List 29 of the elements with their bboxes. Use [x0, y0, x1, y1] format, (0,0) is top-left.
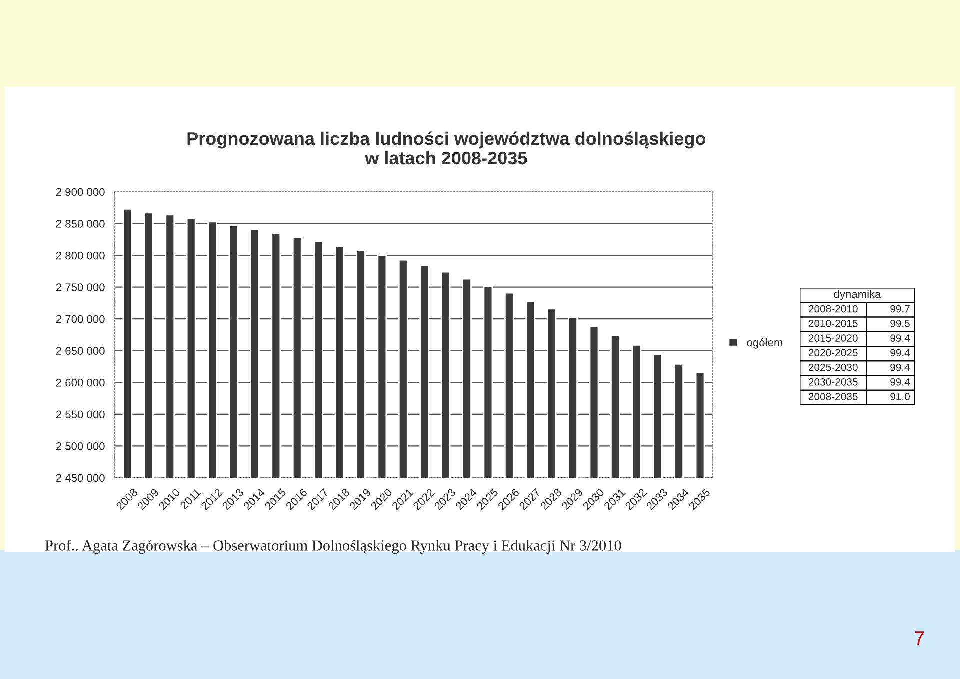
text: 99.4 — [890, 349, 910, 357]
text: 2008-2035 — [808, 393, 858, 400]
y-tick-label: 2 900 000 — [56, 188, 105, 196]
text: 2030-2035 — [808, 378, 858, 386]
text: 2020-2025 — [808, 349, 858, 357]
text: 2010-2015 — [808, 320, 858, 328]
text: 99.5 — [890, 320, 910, 328]
y-tick-label: 2 450 000 — [56, 474, 105, 482]
y-tick-label: 2 600 000 — [56, 378, 105, 387]
text: 99.4 — [890, 364, 910, 372]
text: 2008-2010 — [808, 305, 858, 313]
text: 99.7 — [890, 305, 910, 313]
y-tick-label: 2 700 000 — [56, 315, 105, 324]
y-tick-label: 2 500 000 — [56, 442, 105, 450]
text: Prof.. Agata Zagórowska – Obserwatorium Dolnośląskiego Rynku Pracy i Edukacji Nr 3/2010 — [45, 540, 622, 554]
text: 2015-2020 — [808, 334, 858, 342]
y-tick-label: 2 550 000 — [56, 410, 105, 419]
text: 7 — [915, 632, 924, 646]
y-tick-label: 2 650 000 — [56, 347, 105, 356]
chart-title: Prognozowana liczba ludności województwa dolnośląskiego w latach 2008-2035 — [188, 132, 706, 165]
text: dynamika — [834, 290, 882, 300]
text: 99.4 — [890, 378, 910, 386]
y-tick-label: 2 750 000 — [56, 284, 105, 292]
text: 91.0 — [890, 393, 910, 400]
y-tick-label: 2 850 000 — [56, 220, 105, 228]
text: 2025-2030 — [808, 364, 858, 372]
y-tick-label: 2 800 000 — [56, 252, 105, 260]
text: 99.4 — [890, 334, 910, 342]
legend-label: ogółem — [747, 338, 782, 349]
